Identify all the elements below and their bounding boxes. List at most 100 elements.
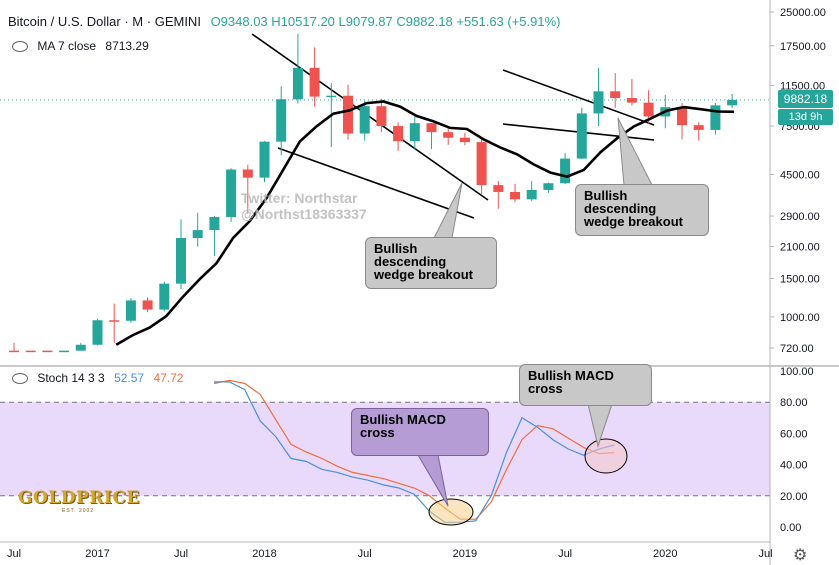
candle-down: [343, 95, 353, 134]
candle-down: [109, 320, 120, 322]
candle-up: [560, 158, 571, 184]
candle-up: [59, 350, 70, 353]
price-tick-label: 2100.00: [780, 242, 820, 254]
stoch-visibility-toggle-icon[interactable]: [12, 373, 28, 385]
candle-down: [643, 102, 654, 117]
ma-value: 8713.29: [105, 39, 149, 53]
price-tick-label: 720.00: [780, 343, 814, 355]
stoch-d-value: 47.72: [153, 371, 184, 385]
price-tick-label: 17500.00: [780, 41, 826, 53]
time-tick-label: Jul: [758, 548, 772, 560]
candle-down: [476, 142, 487, 186]
stoch-d-line: [213, 379, 615, 520]
candle-down: [42, 350, 53, 353]
candle-up: [292, 67, 303, 100]
candle-up: [710, 105, 721, 130]
stoch-tick-label: 80.00: [780, 397, 808, 409]
candle-up: [92, 320, 103, 345]
exchange: GEMINI: [154, 14, 201, 29]
candle-up: [326, 95, 337, 98]
stoch-tick-label: 60.00: [780, 428, 808, 440]
candle-up: [159, 283, 170, 310]
annotation-wedge-breakout-2[interactable]: Bullish descending wedge breakout: [575, 184, 709, 236]
time-tick-label: Jul: [174, 548, 188, 560]
cross-highlight-circle-1: [428, 498, 474, 526]
candle-down: [426, 123, 437, 133]
time-tick-label: Jul: [7, 548, 21, 560]
ohlc-high: H10517.20: [271, 14, 335, 29]
annotation-wedge-breakout-1[interactable]: Bullish descending wedge breakout: [365, 237, 497, 289]
price-tick-label: 25000.00: [780, 7, 826, 19]
stoch-legend[interactable]: Stoch 14 3 3 52.57 47.72: [12, 371, 183, 385]
price-axis[interactable]: 720.00 1000.00 1500.00 2100.00 2900.00 4500.0…: [770, 7, 826, 355]
candle-down: [677, 107, 687, 126]
candle-down: [309, 67, 320, 97]
candle-up: [576, 113, 587, 159]
candle-up: [409, 123, 420, 142]
price-tick-label: 1000.00: [780, 312, 820, 324]
stoch-tick-label: 0.00: [780, 522, 801, 534]
visibility-toggle-icon[interactable]: [12, 41, 28, 53]
last-price-tag[interactable]: 9882.18: [778, 90, 833, 108]
time-tick-label: 2019: [453, 548, 477, 560]
candle-down: [510, 191, 520, 200]
watermark-text: Twitter: Northstar @Northst18363337: [241, 190, 367, 222]
candle-up: [192, 230, 203, 238]
ma-legend[interactable]: MA 7 close 8713.29: [12, 39, 149, 53]
stoch-tick-label: 20.00: [780, 491, 808, 503]
candle-down: [9, 350, 19, 353]
time-tick-label: 2018: [252, 548, 276, 560]
price-tick-label: 2900.00: [780, 211, 820, 223]
stoch-k-line: [214, 381, 615, 523]
candle-up: [176, 237, 186, 284]
settings-gear-icon[interactable]: ⚙: [793, 547, 808, 564]
candle-up: [226, 169, 237, 218]
candle-down: [493, 185, 504, 192]
price-tick-label: 4500.00: [780, 169, 820, 181]
candle-down: [142, 300, 153, 310]
candle-down: [393, 126, 404, 142]
candle-up: [727, 99, 738, 106]
time-tick-label: Jul: [358, 548, 372, 560]
goldprice-logo-sub: EST. 2002: [62, 508, 95, 514]
annotation-macd-cross-2[interactable]: Bullish MACD cross: [519, 364, 652, 406]
candle-up: [209, 217, 220, 231]
candle-up: [276, 99, 287, 142]
ma-7-line: [115, 100, 735, 346]
price-pane[interactable]: [0, 0, 770, 365]
candle-down: [443, 132, 454, 138]
ohlc-low: L9079.87: [338, 14, 393, 29]
candle-down: [376, 106, 387, 127]
time-tick-label: 2017: [85, 548, 109, 560]
ohlc-open: O9348.03: [210, 14, 268, 29]
candle-up: [359, 106, 370, 134]
symbol-name: Bitcoin / U.S. Dollar: [8, 14, 121, 29]
candle-up: [259, 141, 270, 178]
ohlc-change: +551.63 (+5.91%): [456, 14, 561, 29]
symbol-legend[interactable]: Bitcoin / U.S. Dollar · M · GEMINI O9348…: [8, 14, 561, 29]
stoch-k-value: 52.57: [114, 371, 145, 385]
candle-countdown-tag: 13d 9h: [778, 109, 833, 125]
stoch-label: Stoch 14 3 3: [37, 371, 105, 385]
goldprice-logo: GOLDPRICE: [18, 488, 140, 508]
time-tick-label: Jul: [558, 548, 572, 560]
candle-down: [693, 125, 704, 130]
candle-down: [626, 98, 637, 103]
candle-down: [610, 91, 621, 99]
candle-up: [75, 344, 86, 351]
candle-down: [25, 350, 36, 353]
time-axis[interactable]: Jul2017Jul2018Jul2019Jul2020Jul20: [7, 548, 839, 560]
cross-highlight-circle-2: [584, 438, 628, 474]
stoch-tick-label: 40.00: [780, 460, 808, 472]
candle-up: [125, 300, 136, 321]
candle-up: [526, 189, 537, 200]
stoch-axis[interactable]: 0.00 20.00 40.00 60.00 80.00 100.00: [780, 366, 814, 534]
candle-up: [543, 183, 554, 190]
price-tick-label: 11500.00: [780, 81, 825, 93]
price-tick-label: 1500.00: [780, 273, 820, 285]
candle-up: [593, 91, 604, 114]
annotation-macd-cross-1[interactable]: Bullish MACD cross: [351, 408, 489, 456]
stoch-tick-label: 100.00: [780, 366, 814, 378]
interval: M: [132, 14, 144, 29]
ma-label: MA 7 close: [37, 39, 97, 53]
